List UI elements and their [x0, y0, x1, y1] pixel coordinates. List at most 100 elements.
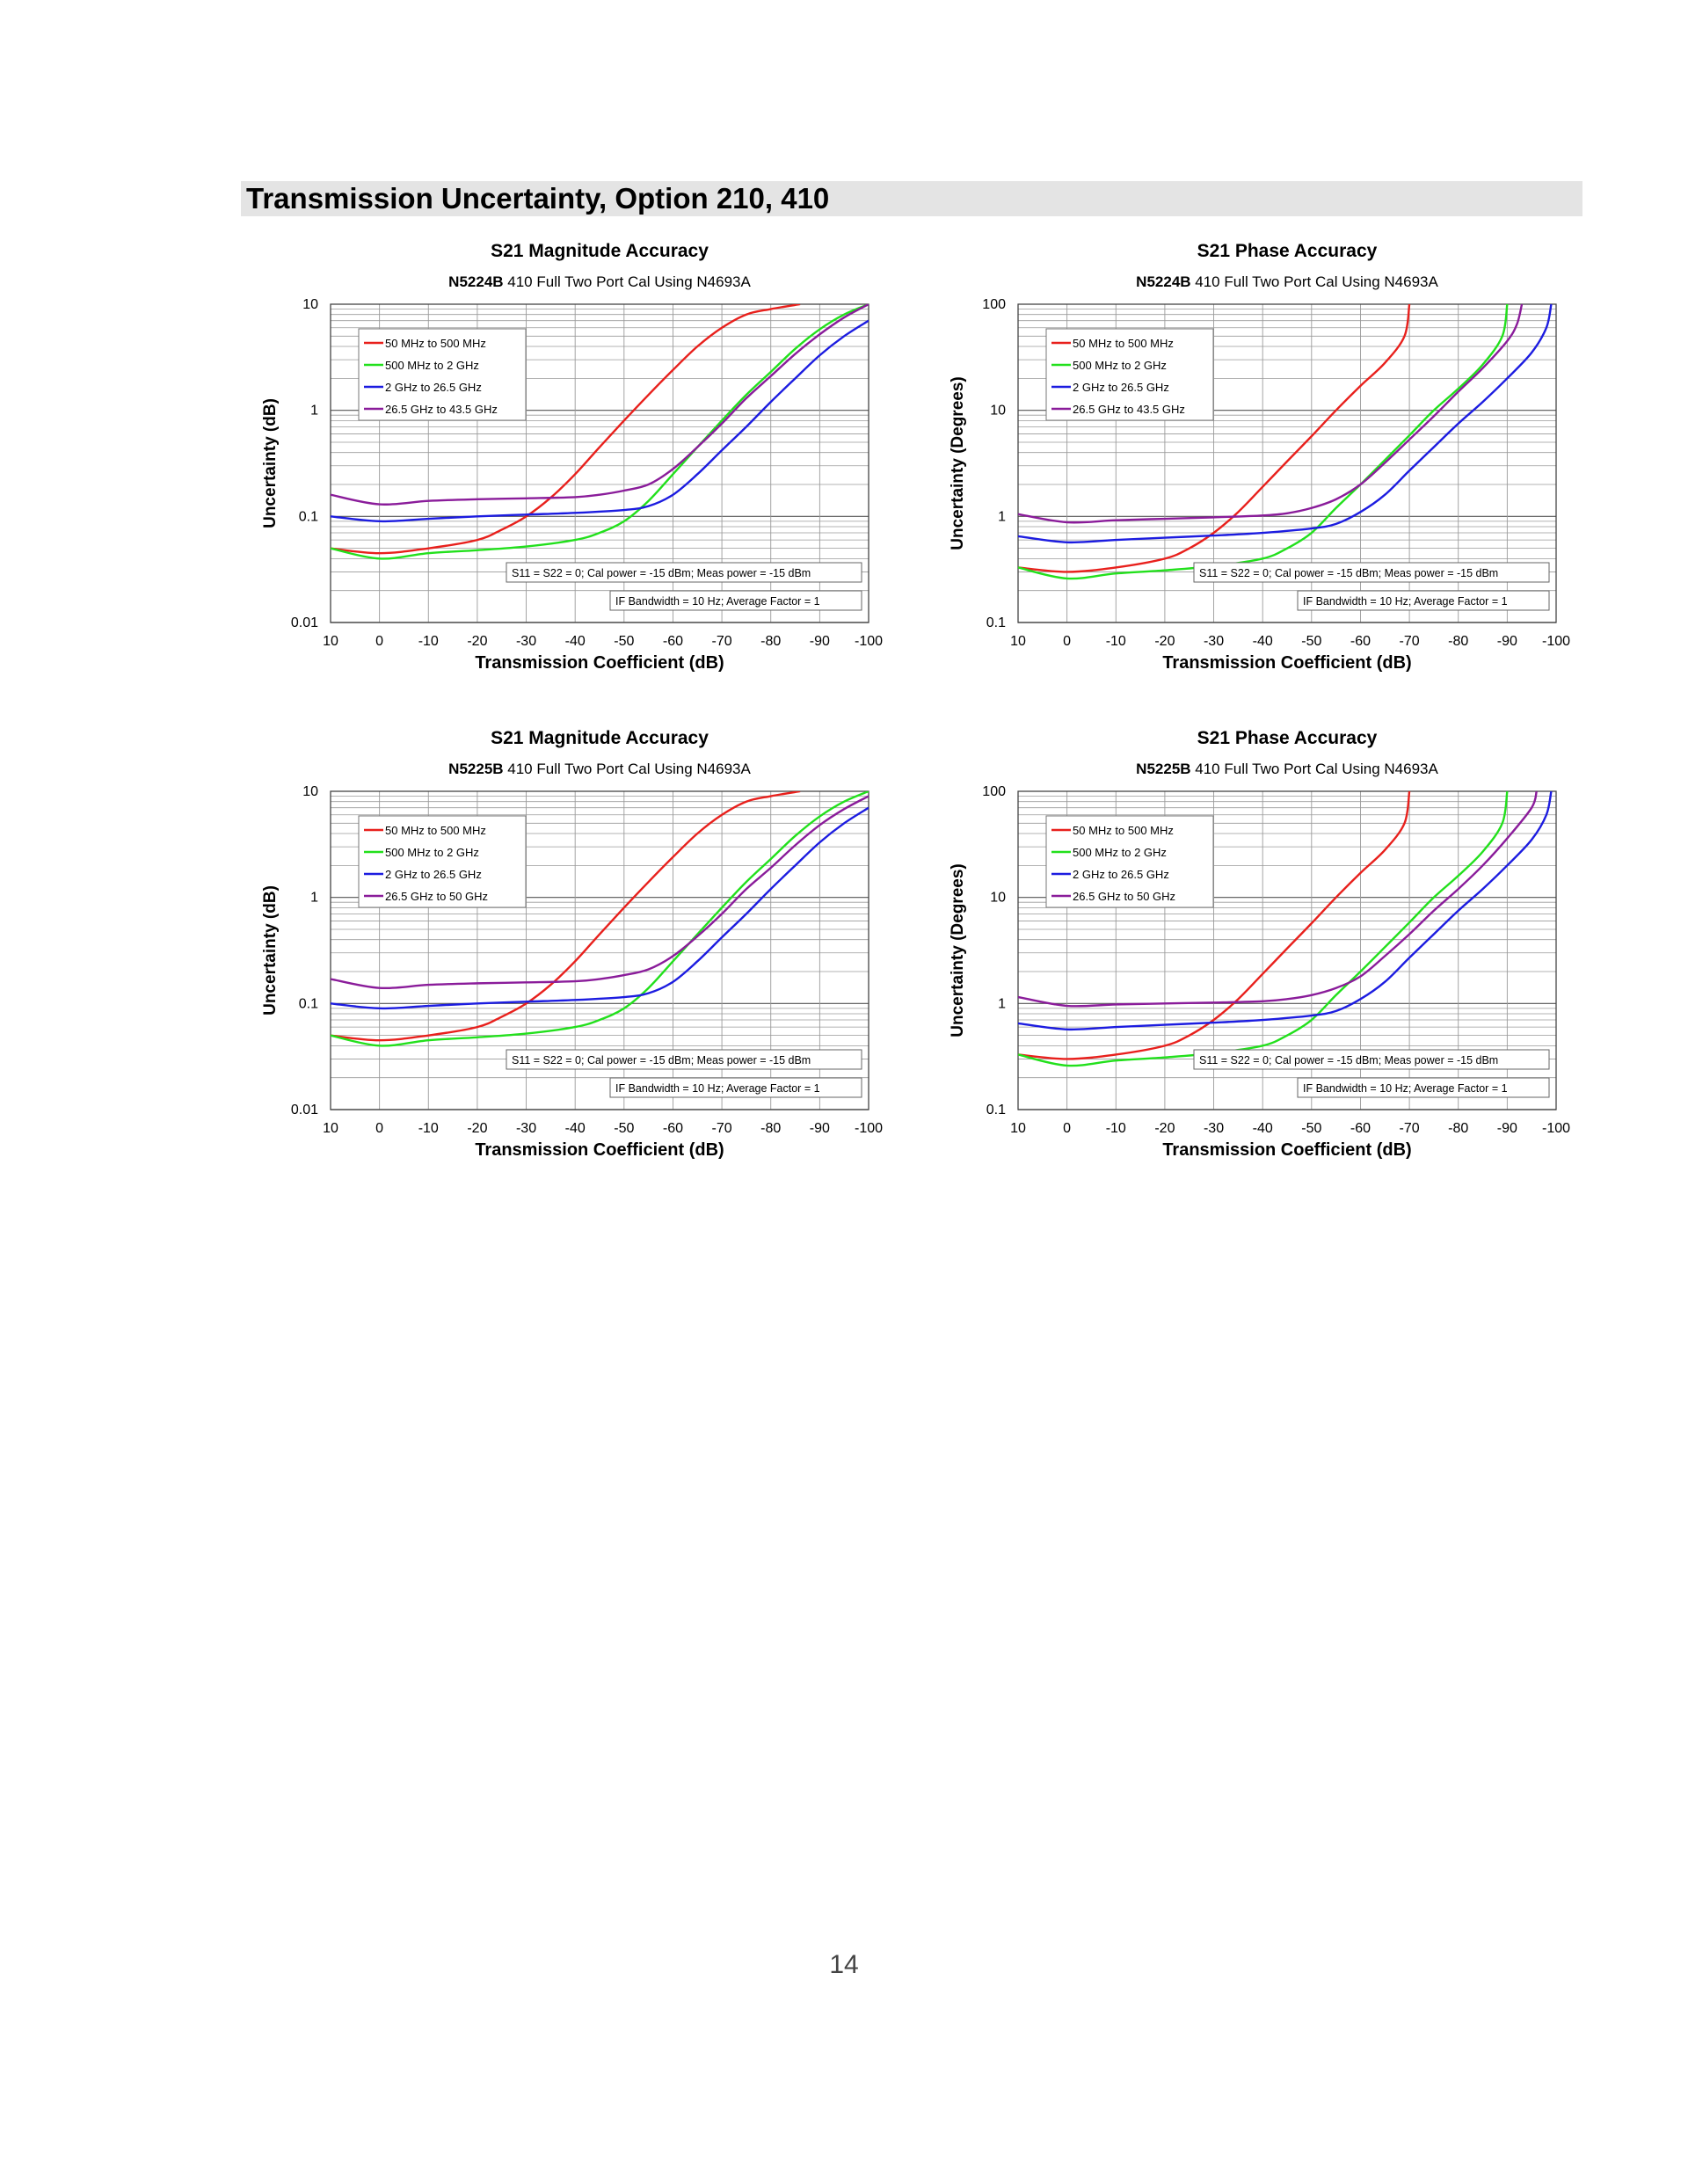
legend-label: 26.5 GHz to 50 GHz — [1073, 890, 1175, 903]
note-text: S11 = S22 = 0; Cal power = -15 dBm; Meas… — [512, 567, 811, 579]
chart-subtitle-rest: 410 Full Two Port Cal Using N4693A — [504, 761, 752, 777]
y-tick-label: 100 — [982, 297, 1006, 312]
plot-border — [1017, 790, 1557, 1110]
chart-subtitle-model: N5225B — [448, 761, 503, 777]
x-tick-label: -40 — [1253, 1121, 1273, 1136]
x-tick-label: -10 — [418, 634, 439, 649]
series-line — [331, 304, 801, 555]
series-line — [331, 304, 869, 560]
chart-title: S21 Magnitude Accuracy — [491, 241, 709, 261]
chart-s21-magnitude-n5225b: S21 Magnitude Accuracy N5225B 410 Full Tw… — [246, 721, 950, 1213]
chart-subtitle: N5224B 410 Full Two Port Cal Using N4693… — [1136, 273, 1438, 290]
x-tick-label: -40 — [565, 634, 586, 649]
series-line — [331, 806, 869, 1010]
legend-label: 2 GHz to 26.5 GHz — [1073, 868, 1169, 881]
y-tick-label: 1 — [310, 891, 318, 906]
note-box — [609, 590, 862, 611]
legend: 50 MHz to 500 MHz 500 MHz to 2 GHz 2 GHz t… — [358, 328, 527, 421]
note-box — [506, 562, 862, 583]
legend-box — [1045, 328, 1214, 421]
legend: 50 MHz to 500 MHz 500 MHz to 2 GHz 2 GHz t… — [1045, 328, 1214, 421]
x-tick-label: -90 — [810, 634, 830, 649]
y-tick-label: 0.1 — [986, 615, 1006, 630]
page-number: 14 — [829, 1950, 859, 1979]
grid-lines — [1017, 791, 1557, 1110]
section-header-bar: Transmission Uncertainty, Option 210, 41… — [241, 181, 1582, 216]
chart-subtitle: N5225B 410 Full Two Port Cal Using N4693… — [448, 761, 751, 777]
x-tick-label: -90 — [1497, 634, 1517, 649]
legend: 50 MHz to 500 MHz 500 MHz to 2 GHz 2 GHz t… — [358, 815, 527, 908]
x-tick-label: -80 — [1448, 634, 1468, 649]
note-text: S11 = S22 = 0; Cal power = -15 dBm; Meas… — [512, 1054, 811, 1067]
x-tick-label: -60 — [663, 1121, 683, 1136]
x-tick-label: -90 — [810, 1121, 830, 1136]
x-tick-label: -100 — [1542, 634, 1570, 649]
x-tick-label: -70 — [1400, 1121, 1420, 1136]
y-axis-label: Uncertainty (Degrees) — [949, 376, 967, 550]
y-tick-label: 0.01 — [291, 1103, 318, 1117]
chart-subtitle-model: N5224B — [448, 273, 503, 290]
y-tick-label: 10 — [990, 891, 1006, 906]
x-tick-label: -30 — [1204, 634, 1224, 649]
legend-box — [1045, 815, 1214, 908]
chart-title: S21 Phase Accuracy — [1197, 728, 1378, 748]
series-lines — [331, 791, 869, 1047]
x-tick-label: -40 — [1253, 634, 1273, 649]
x-tick-label: -80 — [760, 634, 781, 649]
chart-s21-phase-n5225b: S21 Phase Accuracy N5225B 410 Full Two Po… — [934, 721, 1637, 1213]
note-box — [1193, 1049, 1550, 1070]
legend-label: 500 MHz to 2 GHz — [385, 359, 479, 372]
x-tick-label: 0 — [375, 1121, 383, 1136]
x-tick-label: -60 — [663, 634, 683, 649]
x-tick-label: -20 — [467, 1121, 487, 1136]
legend-box — [358, 815, 527, 908]
legend-label: 50 MHz to 500 MHz — [1073, 337, 1174, 350]
note-box — [609, 1077, 862, 1098]
chart-s21-magnitude-n5224b: S21 Magnitude Accuracy N5224B 410 Full Tw… — [246, 234, 950, 726]
chart-subtitle: N5224B 410 Full Two Port Cal Using N4693… — [448, 273, 751, 290]
plot-border — [330, 303, 869, 623]
chart-s21-phase-n5224b: S21 Phase Accuracy N5224B 410 Full Two Po… — [934, 234, 1637, 726]
chart-title: S21 Magnitude Accuracy — [491, 728, 709, 748]
x-axis-label: Transmission Coefficient (dB) — [1162, 653, 1411, 673]
x-tick-label: -90 — [1497, 1121, 1517, 1136]
x-tick-label: -10 — [1106, 634, 1126, 649]
chart-svg: S21 Magnitude Accuracy N5224B 410 Full Tw… — [261, 241, 883, 673]
series-line — [331, 791, 801, 1042]
y-axis-label: Uncertainty (dB) — [261, 885, 280, 1016]
series-lines — [1018, 304, 1553, 580]
y-tick-label: 0.1 — [299, 509, 318, 524]
legend-label: 50 MHz to 500 MHz — [385, 337, 486, 350]
x-tick-label: -60 — [1350, 634, 1371, 649]
x-tick-label: -50 — [614, 634, 634, 649]
note-box — [1297, 1077, 1550, 1098]
note-box — [506, 1049, 862, 1070]
y-tick-label: 0.1 — [299, 996, 318, 1011]
legend-label: 2 GHz to 26.5 GHz — [385, 868, 482, 881]
y-axis-label: Uncertainty (dB) — [261, 398, 280, 528]
chart-subtitle-rest: 410 Full Two Port Cal Using N4693A — [504, 273, 752, 290]
series-line — [1018, 791, 1538, 1008]
y-tick-label: 100 — [982, 784, 1006, 799]
legend-label: 500 MHz to 2 GHz — [385, 846, 479, 859]
series-line — [1018, 791, 1553, 1031]
x-tick-label: -30 — [1204, 1121, 1224, 1136]
note-text: S11 = S22 = 0; Cal power = -15 dBm; Meas… — [1199, 1054, 1498, 1067]
chart-subtitle-rest: 410 Full Two Port Cal Using N4693A — [1191, 273, 1439, 290]
x-tick-label: 10 — [323, 1121, 338, 1136]
y-tick-label: 1 — [998, 996, 1006, 1011]
chart-svg: S21 Phase Accuracy N5225B 410 Full Two Po… — [949, 728, 1570, 1160]
y-tick-label: 0.1 — [986, 1103, 1006, 1117]
legend-label: 26.5 GHz to 50 GHz — [385, 890, 488, 903]
y-tick-label: 10 — [302, 784, 318, 799]
series-line — [331, 795, 869, 990]
chart-subtitle-model: N5225B — [1136, 761, 1190, 777]
legend-label: 2 GHz to 26.5 GHz — [385, 381, 482, 394]
chart-svg: S21 Magnitude Accuracy N5225B 410 Full Tw… — [261, 728, 883, 1160]
note-box — [1193, 562, 1550, 583]
x-tick-label: -30 — [516, 634, 536, 649]
legend-label: 50 MHz to 500 MHz — [1073, 824, 1174, 837]
x-tick-label: -50 — [1301, 1121, 1321, 1136]
series-line — [1018, 791, 1509, 1067]
plot-border — [1017, 303, 1557, 623]
